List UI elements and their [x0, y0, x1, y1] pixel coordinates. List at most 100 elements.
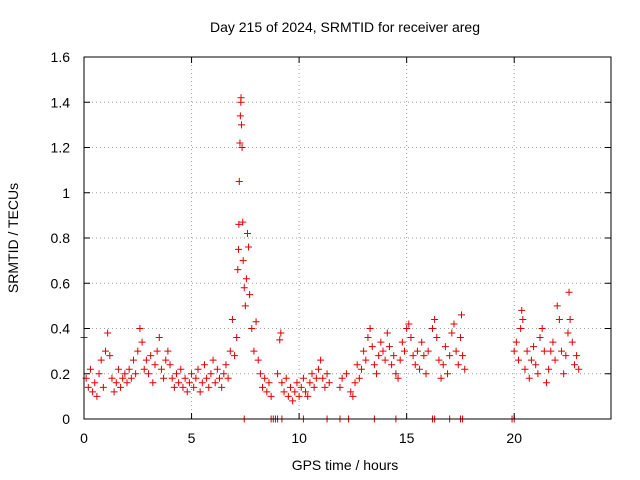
data-point	[236, 112, 244, 120]
data-point	[422, 370, 430, 378]
data-point	[211, 379, 219, 387]
data-point	[248, 325, 256, 332]
data-point	[274, 370, 282, 378]
data-point	[396, 356, 404, 364]
data-point	[207, 370, 215, 378]
data-point	[555, 315, 563, 323]
data-point	[263, 388, 271, 396]
data-point	[246, 291, 254, 299]
data-point	[140, 365, 148, 373]
data-point	[565, 288, 573, 296]
axis-ticks: 0 5 10 15 20 0 0.2 0.4 0.6 0.8 1 1.2 1.4 1.6	[51, 49, 611, 446]
data-point	[129, 356, 137, 364]
data-point	[237, 121, 245, 129]
data-point	[89, 388, 97, 396]
data-point	[428, 325, 436, 332]
data-point	[388, 361, 396, 369]
data-point	[286, 383, 294, 391]
data-point	[360, 347, 368, 355]
data-point	[459, 352, 467, 360]
data-point	[179, 383, 187, 391]
data-point	[153, 347, 161, 355]
data-point	[317, 356, 325, 364]
data-point	[377, 338, 385, 346]
data-point	[295, 392, 303, 400]
data-point	[164, 347, 172, 355]
data-point	[151, 361, 159, 369]
data-point	[401, 347, 409, 355]
data-point	[319, 374, 327, 382]
data-point	[562, 352, 570, 360]
data-point	[228, 315, 236, 323]
data-point	[566, 315, 574, 323]
data-point	[160, 374, 168, 382]
data-point	[110, 388, 118, 396]
data-point	[278, 379, 286, 387]
data-point	[254, 356, 262, 364]
data-point	[237, 94, 245, 102]
data-point	[568, 338, 576, 346]
data-point	[234, 266, 242, 274]
data-point	[241, 302, 249, 310]
data-point	[238, 144, 246, 151]
data-point	[452, 347, 460, 355]
data-point	[198, 379, 206, 387]
data-point	[99, 383, 107, 391]
data-point	[192, 374, 200, 382]
x-tick-label: 10	[291, 430, 307, 446]
data-point	[256, 370, 264, 378]
chart-title: Day 215 of 2024, SRMTID for receiver are…	[210, 19, 480, 35]
data-point	[216, 374, 224, 382]
y-axis-label: SRMTID / TECUs	[5, 183, 21, 293]
data-point	[188, 370, 196, 378]
data-point	[162, 356, 170, 364]
data-point	[97, 356, 105, 364]
data-point	[355, 374, 363, 382]
data-point	[233, 334, 241, 342]
y-tick-label: 1.6	[51, 49, 71, 65]
data-point	[424, 347, 432, 355]
data-point	[530, 343, 538, 351]
data-point	[515, 356, 523, 364]
data-point	[194, 365, 202, 373]
data-point	[222, 361, 230, 369]
data-point	[157, 365, 165, 373]
data-point	[517, 325, 525, 332]
data-point	[370, 361, 378, 369]
data-point	[196, 388, 204, 396]
data-point	[375, 352, 383, 360]
x-tick-label: 20	[506, 430, 522, 446]
data-point	[458, 311, 466, 319]
data-point	[312, 374, 320, 382]
data-point	[461, 365, 469, 373]
data-point	[155, 334, 163, 342]
data-point	[239, 218, 247, 226]
data-point	[351, 379, 359, 387]
data-point	[510, 347, 518, 355]
data-point	[91, 379, 99, 387]
data-point	[86, 365, 94, 373]
data-point	[117, 383, 125, 391]
data-point	[299, 374, 307, 382]
data-point	[523, 347, 531, 355]
data-point	[149, 379, 157, 387]
x-tick-label: 0	[80, 430, 88, 446]
data-point	[435, 356, 443, 364]
data-point	[95, 370, 103, 378]
data-point	[405, 320, 413, 328]
data-point	[398, 338, 406, 346]
data-point	[575, 365, 583, 373]
data-point	[558, 347, 566, 355]
data-point	[181, 374, 189, 382]
data-point	[127, 374, 135, 382]
data-point	[114, 365, 122, 373]
data-point	[106, 352, 114, 360]
y-tick-label: 1	[62, 185, 70, 201]
data-point	[553, 302, 561, 310]
data-point	[170, 383, 178, 391]
data-point	[280, 388, 288, 396]
data-point	[525, 374, 533, 382]
data-point	[226, 347, 234, 355]
y-tick-label: 0.6	[51, 275, 71, 291]
